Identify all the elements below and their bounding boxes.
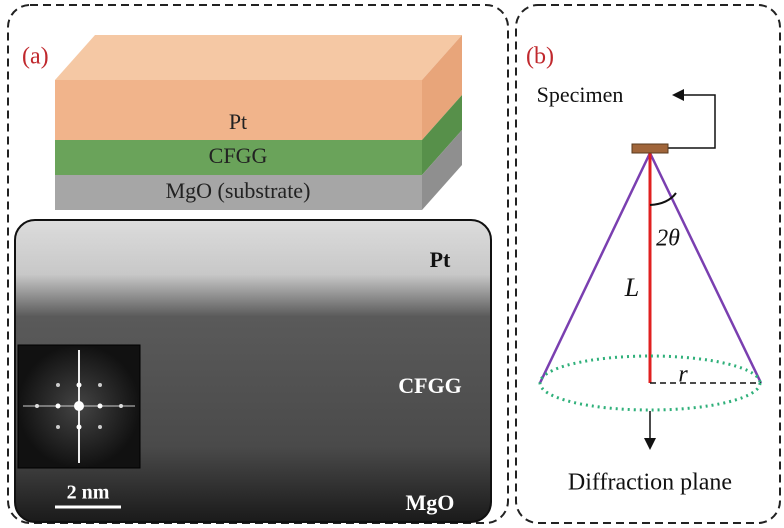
- panel-label: (b): [526, 44, 554, 70]
- fft-spot: [56, 404, 61, 409]
- arrow-head: [644, 438, 656, 450]
- fft-spot: [98, 425, 102, 429]
- arrow-head: [672, 89, 684, 101]
- panel-label: (a): [22, 44, 49, 70]
- region-label: Pt: [430, 247, 451, 272]
- cone-edge: [650, 153, 761, 383]
- fft-inset: [18, 345, 140, 468]
- layer-label: CFGG: [209, 143, 268, 168]
- fft-spot: [56, 425, 60, 429]
- layer-stack: Pt CFGG MgO (substrate): [55, 35, 462, 210]
- angle-label: 2θ: [656, 226, 680, 252]
- layer-label: Pt: [229, 109, 247, 134]
- fft-spot: [119, 404, 123, 408]
- length-label: L: [624, 273, 639, 302]
- specimen: [632, 144, 668, 153]
- region-label: CFGG: [398, 373, 462, 398]
- plane-label: Diffraction plane: [568, 470, 732, 496]
- layer-label: MgO (substrate): [166, 178, 311, 203]
- fft-spot: [35, 404, 39, 408]
- top-face: [55, 35, 462, 80]
- radius-label: r: [678, 362, 688, 388]
- region-label: MgO: [406, 490, 455, 515]
- scale-bar-label: 2 nm: [67, 482, 110, 504]
- specimen-arrow: [668, 95, 715, 148]
- fft-spot: [77, 383, 82, 388]
- fft-spot: [98, 404, 103, 409]
- fft-spot: [98, 383, 102, 387]
- specimen-label: Specimen: [537, 82, 624, 107]
- fft-spot: [74, 401, 84, 411]
- cone-edge: [540, 153, 650, 383]
- figure: (a) Pt CFGG MgO (substrate) Pt CFGG MgO …: [0, 0, 784, 528]
- fft-spot: [56, 383, 60, 387]
- fft-spot: [77, 425, 82, 430]
